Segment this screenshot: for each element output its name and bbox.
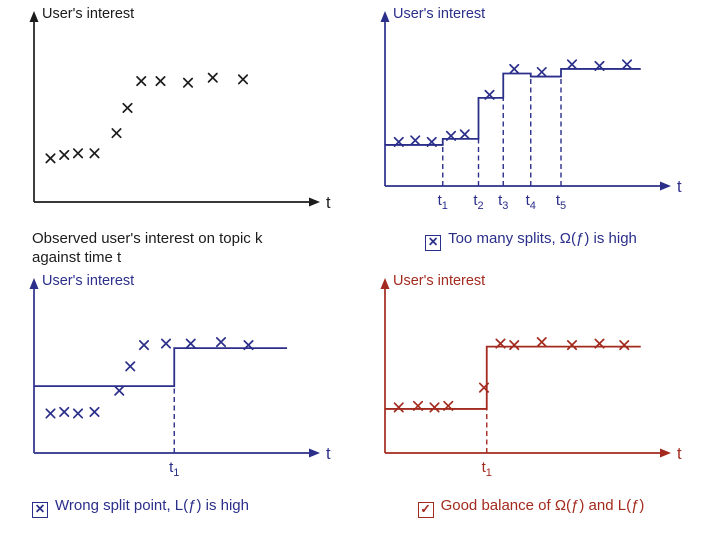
y-axis-label: User's interest — [393, 6, 485, 22]
data-point-cross — [495, 338, 506, 349]
good-balance-caption: ✓ Good balance of Ω(ƒ) and L(ƒ) — [359, 497, 703, 518]
data-point-cross — [484, 89, 495, 100]
y-axis-label: User's interest — [393, 273, 485, 289]
data-point-cross — [536, 336, 547, 348]
step-function-line — [385, 68, 641, 146]
data-point-cross — [136, 75, 147, 87]
data-point-cross — [478, 382, 490, 393]
data-point-cross — [412, 400, 424, 411]
x-axis-arrow — [660, 181, 671, 191]
caption-line: Observed user's interest on topic k — [32, 230, 263, 247]
split-tick-label: t1 — [438, 192, 448, 212]
split-tick-label: t3 — [498, 192, 508, 212]
data-point-cross — [237, 74, 249, 85]
step-function-line — [385, 345, 641, 410]
split-tick-label: t1 — [169, 459, 179, 479]
data-point-cross — [393, 136, 404, 147]
plot-svg: User's interest t — [29, 6, 331, 212]
data-point-cross — [114, 385, 125, 396]
data-point-cross — [459, 129, 470, 140]
y-axis-label: User's interest — [42, 6, 134, 22]
wrong-split-chart: User's interest t t1 — [8, 271, 344, 491]
data-point-cross — [621, 59, 633, 70]
x-axis-label: t — [677, 445, 682, 463]
data-point-cross — [72, 148, 84, 159]
y-axis-arrow — [380, 278, 390, 289]
x-axis-arrow — [309, 448, 320, 458]
plot-svg: User's interest t t1 — [380, 273, 682, 479]
data-point-cross — [393, 402, 404, 413]
split-tick-label: t5 — [556, 192, 566, 212]
data-point-cross — [45, 408, 56, 419]
good-balance-chart: User's interest t t1 — [359, 271, 695, 491]
x-axis-label: t — [326, 445, 331, 463]
caption-text: Wrong split point, L(ƒ) is high — [55, 497, 249, 514]
data-point-cross — [509, 340, 520, 351]
data-point-cross — [59, 149, 70, 161]
x-axis-label: t — [677, 178, 682, 196]
data-point-cross — [429, 402, 440, 413]
data-point-cross — [111, 128, 122, 139]
too-many-splits-caption: ✕ Too many splits, Ω(ƒ) is high — [359, 230, 703, 251]
panel-observed: User's interest t Observed user's interes… — [0, 0, 351, 267]
data-point-cross — [410, 135, 421, 146]
caption-text: Too many splits, Ω(ƒ) is high — [448, 230, 637, 247]
data-point-cross — [509, 63, 520, 75]
data-point-cross — [566, 59, 578, 70]
data-point-cross — [594, 60, 605, 71]
data-point-cross — [182, 77, 194, 88]
observed-chart: User's interest t — [8, 4, 344, 224]
data-point-cross — [45, 153, 56, 164]
data-point-cross — [207, 72, 218, 83]
data-point-cross — [566, 340, 578, 351]
data-point-cross — [445, 130, 457, 141]
data-point-cross — [160, 338, 172, 349]
too-many-splits-chart: User's interest t t1 t2 t3 t4 t5 — [359, 4, 695, 224]
plot-svg: User's interest t t1 — [29, 273, 331, 479]
data-point-cross — [619, 340, 630, 351]
data-point-cross — [125, 361, 136, 372]
data-point-cross — [155, 75, 166, 87]
x-box-icon: ✕ — [32, 501, 48, 518]
data-point-cross — [59, 406, 70, 418]
check-box-icon: ✓ — [417, 501, 434, 518]
x-box-icon: ✕ — [425, 234, 442, 251]
split-tick-label: t1 — [482, 459, 492, 479]
data-point-cross — [72, 408, 84, 419]
data-point-cross — [426, 136, 437, 147]
panel-too-many-splits: User's interest t t1 t2 t3 t4 t5 ✕ Too many spl… — [351, 0, 703, 267]
observed-caption: Observed user's interest on topic k agai… — [32, 230, 351, 268]
y-axis-arrow — [29, 11, 39, 22]
panel-good-balance: User's interest t t1 ✓ Good balance of Ω(ƒ)… — [351, 267, 703, 534]
plot-svg: User's interest t t1 t2 t3 t4 t5 — [380, 6, 682, 212]
split-tick-label: t4 — [526, 192, 536, 212]
caption-text: Good balance of Ω(ƒ) and L(ƒ) — [440, 497, 645, 514]
x-axis-arrow — [660, 448, 671, 458]
x-axis-arrow — [309, 197, 320, 207]
caption-line: against time t — [32, 248, 122, 266]
data-point-cross — [443, 400, 454, 411]
x-axis-label: t — [326, 194, 331, 212]
data-point-cross — [594, 338, 605, 349]
data-point-cross — [185, 338, 196, 349]
data-point-cross — [138, 340, 150, 351]
data-point-cross — [122, 102, 133, 113]
data-point-cross — [243, 340, 254, 351]
data-point-cross — [89, 406, 100, 418]
data-point-cross — [536, 66, 547, 78]
data-point-cross — [215, 336, 227, 348]
y-axis-arrow — [29, 278, 39, 289]
split-tick-label: t2 — [473, 192, 483, 212]
y-axis-arrow — [380, 11, 390, 22]
data-point-cross — [89, 148, 100, 159]
wrong-split-caption: ✕ Wrong split point, L(ƒ) is high — [32, 497, 351, 518]
step-function-line — [34, 347, 287, 388]
y-axis-label: User's interest — [42, 273, 134, 289]
panel-wrong-split: User's interest t t1 ✕ Wrong split point, L… — [0, 267, 351, 534]
